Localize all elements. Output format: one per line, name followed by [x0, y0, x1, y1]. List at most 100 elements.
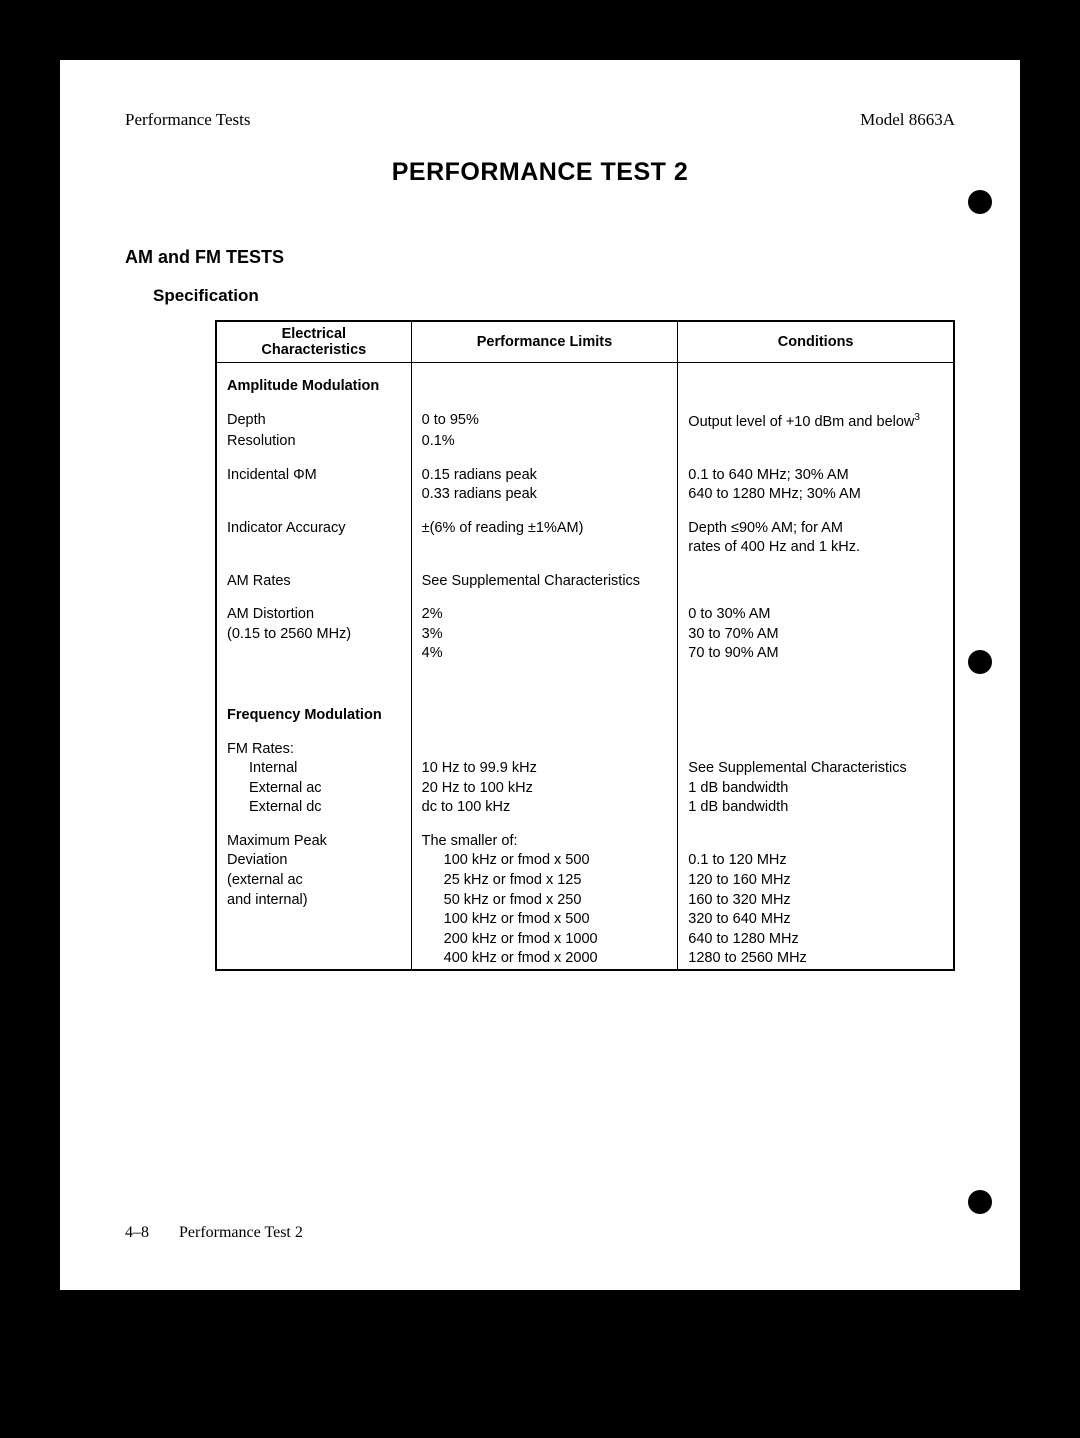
cell-characteristic	[216, 644, 411, 664]
cell-limit: See Supplemental Characteristics	[411, 572, 678, 592]
cell-limit: ±(6% of reading ±1%AM)	[411, 519, 678, 539]
cell-condition: rates of 400 Hz and 1 kHz.	[678, 538, 954, 558]
cell-condition: 0 to 30% AM	[678, 605, 954, 625]
cell-characteristic: (0.15 to 2560 MHz)	[216, 625, 411, 645]
cell-characteristic: Depth	[216, 411, 411, 432]
col-header-characteristics: ElectricalCharacteristics	[216, 321, 411, 363]
category-label: Frequency Modulation	[216, 706, 411, 726]
cell-limit: 3%	[411, 625, 678, 645]
category-label: Amplitude Modulation	[216, 377, 411, 397]
cell-characteristic	[216, 538, 411, 558]
cell-characteristic: AM Distortion	[216, 605, 411, 625]
cell-characteristic: and internal)	[216, 891, 411, 911]
page-header: Performance Tests Model 8663A	[125, 110, 955, 130]
table-row: (external ac25 kHz or fmod x 125120 to 1…	[216, 871, 954, 891]
cell-condition: 30 to 70% AM	[678, 625, 954, 645]
cell-characteristic: Internal	[216, 759, 411, 779]
table-row: AM RatesSee Supplemental Characteristics	[216, 572, 954, 592]
header-right-text: Model 8663A	[860, 110, 955, 130]
cell-limit: 0.33 radians peak	[411, 485, 678, 505]
cell-characteristic: Resolution	[216, 432, 411, 452]
cell-condition: 640 to 1280 MHz; 30% AM	[678, 485, 954, 505]
page-footer: 4–8 Performance Test 2	[125, 1224, 303, 1242]
cell-limit: 0.1%	[411, 432, 678, 452]
cell-condition	[678, 432, 954, 452]
table-row: rates of 400 Hz and 1 kHz.	[216, 538, 954, 558]
table-row: Internal10 Hz to 99.9 kHzSee Supplementa…	[216, 759, 954, 779]
cell-condition: Output level of +10 dBm and below3	[678, 411, 954, 432]
table-row: 4%70 to 90% AM	[216, 644, 954, 664]
table-row: Depth0 to 95%Output level of +10 dBm and…	[216, 411, 954, 432]
cell-limit: 200 kHz or fmod x 1000	[411, 930, 678, 950]
table-row: Maximum PeakThe smaller of:	[216, 832, 954, 852]
col-header-conditions: Conditions	[678, 321, 954, 363]
cell-limit: 400 kHz or fmod x 2000	[411, 949, 678, 970]
cell-condition: Depth ≤90% AM; for AM	[678, 519, 954, 539]
cell-condition: 70 to 90% AM	[678, 644, 954, 664]
cell-limit	[411, 740, 678, 760]
table-row: External ac20 Hz to 100 kHz1 dB bandwidt…	[216, 779, 954, 799]
cell-condition: 1 dB bandwidth	[678, 779, 954, 799]
cell-characteristic	[216, 930, 411, 950]
hole-punch-icon	[968, 650, 992, 674]
table-row: Incidental ΦM0.15 radians peak0.1 to 640…	[216, 466, 954, 486]
cell-condition	[678, 740, 954, 760]
cell-characteristic: External ac	[216, 779, 411, 799]
table-row: 400 kHz or fmod x 20001280 to 2560 MHz	[216, 949, 954, 970]
specification-table: ElectricalCharacteristics Performance Li…	[215, 320, 955, 971]
cell-limit: 2%	[411, 605, 678, 625]
cell-characteristic: Incidental ΦM	[216, 466, 411, 486]
cell-characteristic	[216, 485, 411, 505]
header-left-text: Performance Tests	[125, 110, 250, 130]
cell-characteristic: AM Rates	[216, 572, 411, 592]
table-row: 200 kHz or fmod x 1000640 to 1280 MHz	[216, 930, 954, 950]
page-footer-label: Performance Test 2	[179, 1224, 303, 1241]
cell-characteristic	[216, 949, 411, 970]
page-title: PERFORMANCE TEST 2	[125, 158, 955, 187]
table-row: Deviation100 kHz or fmod x 5000.1 to 120…	[216, 851, 954, 871]
cell-characteristic: Indicator Accuracy	[216, 519, 411, 539]
table-row: Indicator Accuracy±(6% of reading ±1%AM)…	[216, 519, 954, 539]
cell-characteristic: Deviation	[216, 851, 411, 871]
cell-characteristic: FM Rates:	[216, 740, 411, 760]
cell-limit: 0.15 radians peak	[411, 466, 678, 486]
cell-condition	[678, 572, 954, 592]
cell-limit: 20 Hz to 100 kHz	[411, 779, 678, 799]
page-number: 4–8	[125, 1224, 149, 1241]
cell-condition: 320 to 640 MHz	[678, 910, 954, 930]
table-row: 0.33 radians peak640 to 1280 MHz; 30% AM	[216, 485, 954, 505]
document-page: Performance Tests Model 8663A PERFORMANC…	[60, 60, 1020, 1290]
cell-limit: 100 kHz or fmod x 500	[411, 910, 678, 930]
category-row: Frequency Modulation	[216, 706, 954, 726]
cell-limit: 50 kHz or fmod x 250	[411, 891, 678, 911]
hole-punch-icon	[968, 190, 992, 214]
table-header-row: ElectricalCharacteristics Performance Li…	[216, 321, 954, 363]
cell-characteristic: Maximum Peak	[216, 832, 411, 852]
cell-condition: 1280 to 2560 MHz	[678, 949, 954, 970]
cell-condition: 120 to 160 MHz	[678, 871, 954, 891]
table-row: AM Distortion2%0 to 30% AM	[216, 605, 954, 625]
cell-limit: 100 kHz or fmod x 500	[411, 851, 678, 871]
subsection-heading: Specification	[153, 286, 955, 306]
cell-condition: See Supplemental Characteristics	[678, 759, 954, 779]
cell-limit: dc to 100 kHz	[411, 798, 678, 818]
cell-condition: 640 to 1280 MHz	[678, 930, 954, 950]
cell-limit: The smaller of:	[411, 832, 678, 852]
table-row: Resolution0.1%	[216, 432, 954, 452]
cell-limit: 0 to 95%	[411, 411, 678, 432]
cell-characteristic: (external ac	[216, 871, 411, 891]
table-row: FM Rates:	[216, 740, 954, 760]
cell-limit	[411, 538, 678, 558]
cell-limit: 25 kHz or fmod x 125	[411, 871, 678, 891]
cell-condition: 0.1 to 120 MHz	[678, 851, 954, 871]
cell-characteristic: External dc	[216, 798, 411, 818]
hole-punch-icon	[968, 1190, 992, 1214]
cell-condition: 0.1 to 640 MHz; 30% AM	[678, 466, 954, 486]
col-header-limits: Performance Limits	[411, 321, 678, 363]
cell-condition	[678, 832, 954, 852]
cell-condition: 1 dB bandwidth	[678, 798, 954, 818]
category-row: Amplitude Modulation	[216, 377, 954, 397]
table-row: (0.15 to 2560 MHz)3%30 to 70% AM	[216, 625, 954, 645]
cell-limit: 10 Hz to 99.9 kHz	[411, 759, 678, 779]
cell-characteristic	[216, 910, 411, 930]
